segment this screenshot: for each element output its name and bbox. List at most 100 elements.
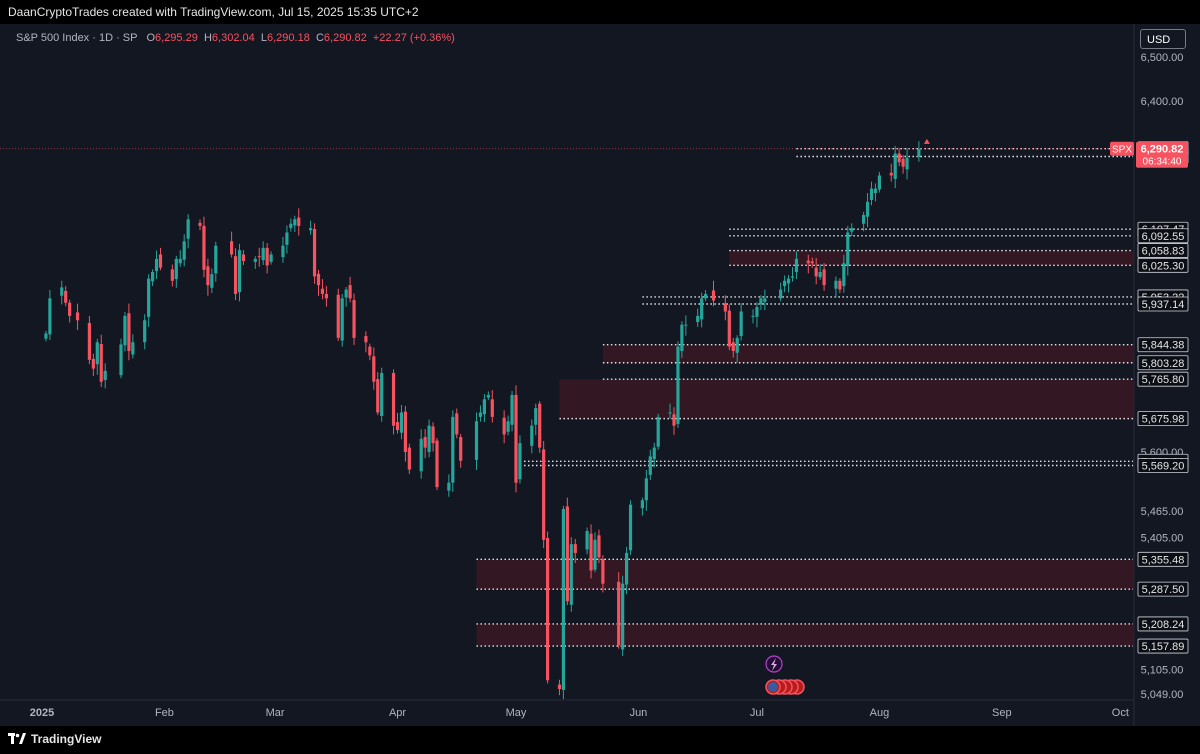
candle-69 <box>447 482 451 491</box>
candle-45 <box>312 228 317 277</box>
candle-102 <box>640 500 644 509</box>
legend-symbol: S&P 500 Index · 1D · SP <box>16 32 138 44</box>
candle-7 <box>91 358 95 369</box>
candle-28 <box>210 274 214 288</box>
candle-67 <box>431 426 435 444</box>
candle-44 <box>309 228 313 231</box>
credit-bar: DaanCryptoTrades created with TradingVie… <box>0 0 1200 24</box>
y-tick-label: 5,405.00 <box>1141 533 1184 545</box>
x-tick-label: May <box>506 707 527 719</box>
x-tick-label: Oct <box>1112 707 1129 719</box>
candle-96 <box>597 535 601 558</box>
level-label: 5,844.38 <box>1142 340 1185 352</box>
candle-83 <box>530 425 534 446</box>
candle-131 <box>810 261 814 264</box>
level-label: 5,287.50 <box>1142 584 1185 596</box>
candle-86 <box>542 449 546 540</box>
candle-110 <box>680 324 684 352</box>
candle-24 <box>186 219 190 239</box>
x-tick-label: Jun <box>630 707 648 719</box>
candle-62 <box>403 411 407 452</box>
candle-14 <box>131 342 135 355</box>
candle-82 <box>518 443 522 480</box>
us-flag-icon <box>768 682 778 692</box>
level-label: 5,157.89 <box>1142 641 1185 653</box>
candle-103 <box>644 478 648 501</box>
candle-89 <box>561 509 565 690</box>
currency-button[interactable]: USD <box>1140 29 1186 49</box>
candle-107 <box>668 412 672 414</box>
level-label: 6,058.83 <box>1142 246 1185 258</box>
candle-39 <box>281 245 285 258</box>
y-tick-label: 6,400.00 <box>1141 96 1184 108</box>
level-label-box <box>1137 228 1189 244</box>
candle-33 <box>241 254 246 262</box>
level-label-box <box>1137 581 1189 597</box>
candle-23 <box>182 241 186 260</box>
footer-brand: TradingView <box>31 732 102 746</box>
candle-150 <box>917 149 921 158</box>
candle-38 <box>269 254 273 262</box>
candle-118 <box>731 342 735 352</box>
level-label-box <box>1137 296 1189 312</box>
candle-18 <box>154 258 159 272</box>
candle-17 <box>151 272 155 282</box>
candle-125 <box>779 289 783 299</box>
x-tick-label: Sep <box>992 707 1012 719</box>
candle-100 <box>625 552 629 585</box>
candle-48 <box>324 293 328 299</box>
x-tick-label: Feb <box>155 707 174 719</box>
x-tick-label: Aug <box>870 707 890 719</box>
candle-56 <box>372 356 376 382</box>
candle-121 <box>751 315 755 317</box>
candle-119 <box>735 337 739 353</box>
candle-10 <box>103 370 107 380</box>
candle-114 <box>704 293 708 299</box>
candle-117 <box>727 310 731 347</box>
candle-128 <box>790 276 795 278</box>
zone-1 <box>602 344 1133 363</box>
candle-132 <box>814 267 818 277</box>
candle-133 <box>818 272 822 278</box>
candle-106 <box>656 416 660 447</box>
candle-4 <box>68 302 72 316</box>
level-label: 5,355.48 <box>1142 554 1185 566</box>
candle-42 <box>293 219 297 226</box>
candle-124 <box>763 298 767 302</box>
candle-41 <box>289 223 293 229</box>
candle-21 <box>174 258 178 280</box>
chart-area[interactable] <box>0 24 1200 726</box>
candle-12 <box>123 315 127 346</box>
candle-101 <box>628 504 633 551</box>
candle-143 <box>873 188 878 193</box>
candle-130 <box>806 260 810 264</box>
last-price-value: 6,290.82 <box>1141 144 1184 156</box>
candle-46 <box>316 273 321 286</box>
candle-113 <box>700 298 704 320</box>
y-tick-label: 5,049.00 <box>1141 689 1184 701</box>
symbol-legend: S&P 500 Index · 1D · SP O6,295.29 H6,302… <box>16 32 455 44</box>
level-label: 5,208.24 <box>1142 619 1185 631</box>
candle-92 <box>573 544 577 553</box>
level-label: 6,092.55 <box>1142 231 1185 243</box>
candle-40 <box>285 232 289 245</box>
candle-50 <box>340 298 344 341</box>
zone-2 <box>559 379 1133 419</box>
candle-135 <box>834 280 838 289</box>
legend-close-label: C <box>315 32 324 44</box>
symbol-tag <box>1110 141 1134 156</box>
level-label: 5,803.28 <box>1142 358 1185 370</box>
candle-134 <box>822 269 826 286</box>
candle-43 <box>297 217 301 226</box>
candle-47 <box>320 288 325 294</box>
candle-52 <box>348 285 352 299</box>
candle-63 <box>407 447 411 470</box>
legend-change: +22.27 (+0.36%) <box>372 32 455 44</box>
candle-65 <box>423 437 427 448</box>
tradingview-logo: TradingView <box>8 732 101 746</box>
tradingview-logo-icon <box>8 733 26 744</box>
candle-3 <box>64 290 68 303</box>
x-tick-label: Apr <box>389 707 406 719</box>
level-label-box <box>1137 371 1189 387</box>
